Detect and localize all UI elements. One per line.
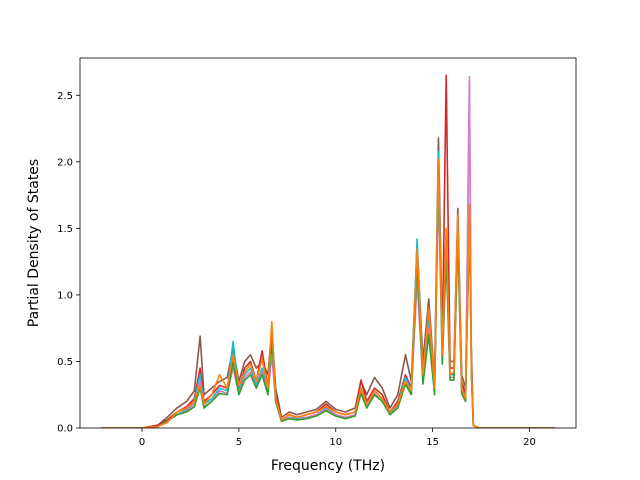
y-tick-label: 1.0	[57, 290, 73, 301]
y-tick-label: 2.5	[57, 91, 73, 102]
y-tick-label: 1.5	[57, 224, 73, 235]
x-tick-label: 10	[329, 437, 342, 448]
x-tick-label: 15	[426, 437, 439, 448]
plot-frame	[79, 57, 577, 429]
pdos-series-line	[101, 158, 555, 428]
x-axis-title: Frequency (THz)	[271, 458, 385, 474]
y-axis-ticks: 0.0 0.5 1.0 1.5 2.0 2.5	[57, 91, 80, 435]
x-axis-ticks: 0 5 10 15 20	[139, 428, 536, 448]
x-tick-label: 20	[523, 437, 536, 448]
pdos-series-line	[101, 167, 555, 428]
y-tick-label: 2.0	[57, 157, 73, 168]
series-layer	[101, 74, 555, 428]
x-tick-label: 5	[236, 437, 242, 448]
y-tick-label: 0.5	[57, 357, 73, 368]
x-tick-label: 0	[139, 437, 145, 448]
y-axis-title: Partial Density of States	[26, 159, 42, 327]
y-tick-label: 0.0	[57, 424, 73, 435]
pdos-series-line	[101, 137, 555, 428]
